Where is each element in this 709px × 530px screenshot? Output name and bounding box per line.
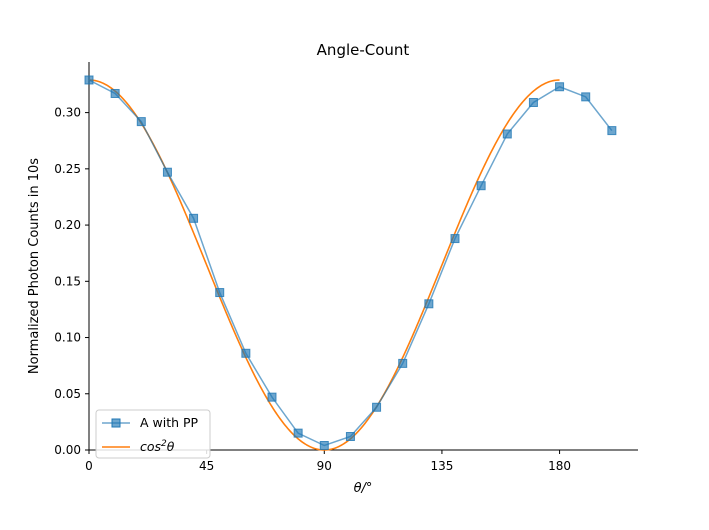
x-tick-label: 0 — [85, 459, 93, 473]
x-axis-title: θ/° — [354, 481, 373, 496]
y-tick-label: 0.10 — [54, 331, 81, 345]
legend-frame — [95, 409, 211, 459]
data-point-a-with-pp — [528, 97, 538, 107]
data-point-a-with-pp — [476, 181, 486, 191]
x-tick-label: 180 — [548, 459, 571, 473]
data-point-a-with-pp — [372, 402, 382, 412]
legend-label-a-with-pp: A with PP — [140, 415, 199, 430]
data-point-a-with-pp — [110, 88, 120, 98]
data-point-a-with-pp — [345, 432, 355, 441]
x-tick-label: 90 — [317, 459, 332, 473]
y-tick-label: 0.20 — [54, 218, 81, 232]
data-point-a-with-pp — [189, 213, 199, 223]
data-point-a-with-pp — [450, 234, 460, 244]
data-series-layer — [84, 75, 617, 450]
y-tick-label: 0.00 — [54, 443, 81, 457]
x-ticks: 0 45 90 135 180 — [85, 450, 571, 473]
y-ticks: 0.00 0.05 0.10 0.15 0.20 0.25 0.30 — [54, 106, 89, 457]
data-point-a-with-pp — [241, 348, 251, 358]
legend: A with PP cos2θ — [95, 409, 211, 459]
y-tick-label: 0.15 — [54, 274, 81, 288]
data-point-a-with-pp — [293, 428, 303, 438]
y-tick-label: 0.25 — [54, 162, 81, 176]
chart-title: Angle-Count — [317, 41, 410, 59]
legend-marker-a-with-pp — [111, 418, 121, 428]
data-point-a-with-pp — [424, 299, 434, 309]
x-tick-label: 45 — [199, 459, 214, 473]
data-point-a-with-pp — [502, 129, 512, 139]
y-tick-label: 0.30 — [54, 106, 81, 120]
data-point-a-with-pp — [267, 392, 277, 402]
data-point-a-with-pp — [84, 75, 94, 85]
y-axis-title: Normalized Photon Counts in 10s — [27, 158, 42, 374]
data-point-a-with-pp — [607, 126, 617, 136]
x-tick-label: 135 — [430, 459, 453, 473]
y-tick-label: 0.05 — [54, 387, 81, 401]
data-point-a-with-pp — [581, 92, 591, 102]
data-point-a-with-pp — [136, 117, 146, 127]
data-point-a-with-pp — [215, 288, 225, 298]
legend-label-cos2theta: cos2θ — [140, 439, 175, 454]
data-point-a-with-pp — [319, 441, 329, 450]
data-point-a-with-pp — [398, 358, 408, 368]
data-point-a-with-pp — [162, 167, 172, 177]
data-point-a-with-pp — [555, 82, 565, 92]
